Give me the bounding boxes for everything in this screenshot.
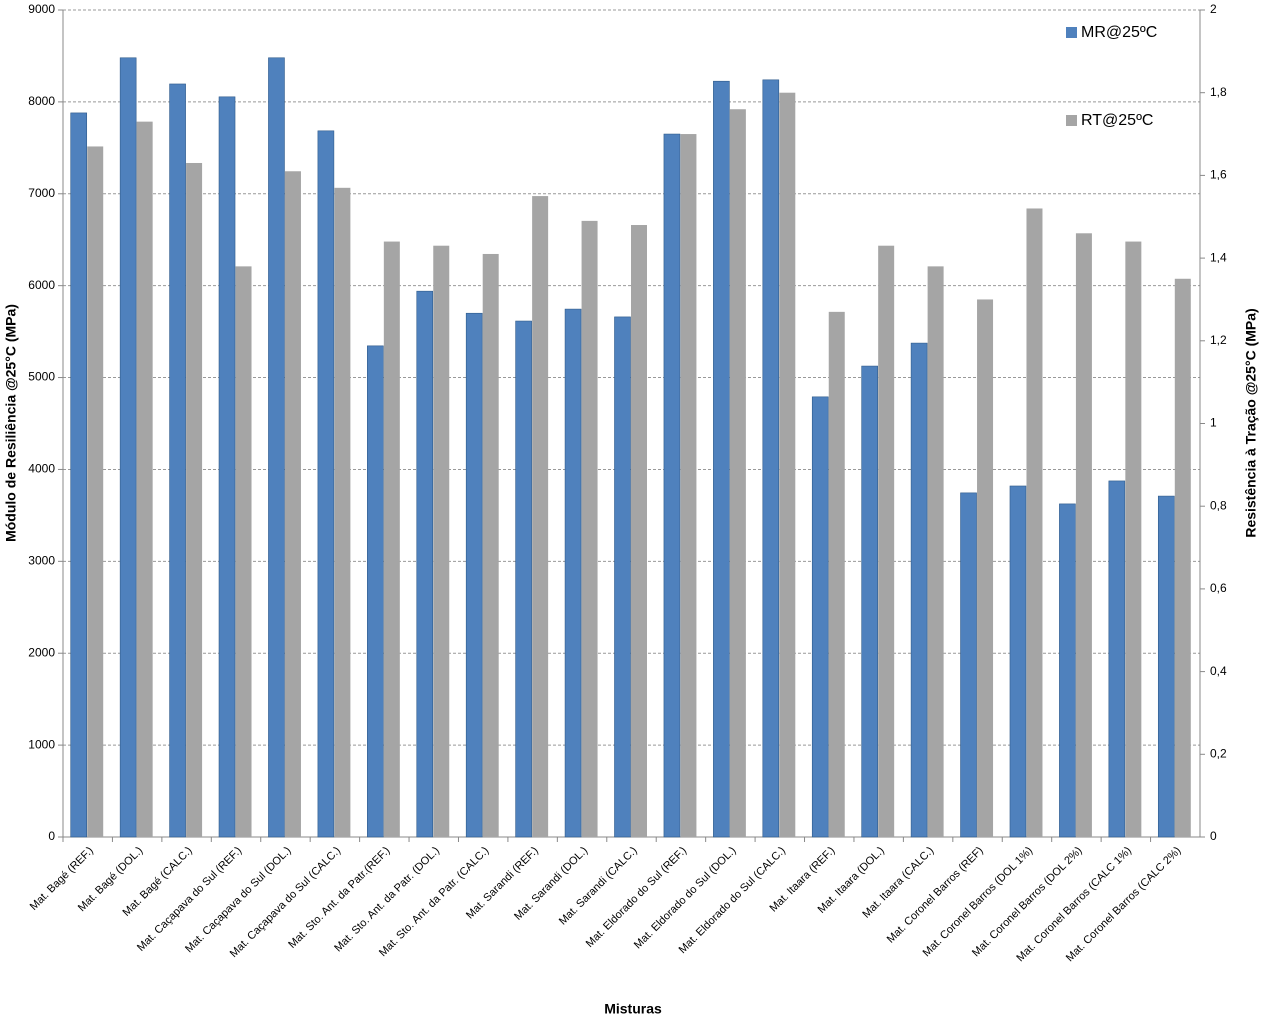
y2-tick-label: 1,6 [1210,168,1227,182]
bar [482,253,499,838]
bar [631,225,647,837]
bar [70,112,88,838]
y-tick-label: 1000 [28,737,55,751]
bar [762,79,780,838]
bar [136,121,153,837]
bar [119,57,137,838]
y-tick-label: 8000 [28,94,55,108]
y-tick-label: 7000 [28,186,55,200]
x-tick-label: Mat. Caçapava do Sul (REF.) [135,845,244,954]
y2-tick-label: 0,8 [1210,498,1227,512]
bar [779,92,796,837]
y2-tick-label: 1 [1210,416,1217,430]
bar [218,96,236,838]
bar [614,316,631,838]
bar [564,308,582,838]
y2-tick-label: 0,6 [1210,581,1227,595]
y-tick-label: 4000 [28,462,55,476]
bar [861,365,878,838]
y2-tick-label: 1,4 [1210,250,1227,264]
bar [416,290,434,838]
bar [284,171,301,837]
bar [268,57,285,838]
y2-tick-label: 0 [1210,829,1217,843]
y-tick-label: 0 [48,829,55,843]
bar [1108,480,1126,838]
y-tick-label: 3000 [28,554,55,568]
legend-label: RT@25ºC [1081,112,1153,129]
y2-tick-label: 0,4 [1210,664,1227,678]
x-tick-label: Mat. Eldorado do Sul (REF.) [584,845,689,950]
bar [729,109,746,838]
x-tick-label: Mat. Sto. Ant. da Patr.(REF.) [286,845,392,951]
bar [87,146,104,837]
legend-label: MR@25ºC [1081,24,1157,41]
bar [1009,485,1027,838]
bar [1174,278,1191,837]
x-tick-label: Mat. Eldorado do Sul (CALC.) [677,845,788,956]
bar [663,133,681,838]
bar [334,187,351,837]
bar [465,312,483,838]
y-tick-label: 2000 [28,645,55,659]
y2-tick-label: 2 [1210,2,1217,16]
bar [186,162,203,837]
y-axis-label: Módulo de Resiliência @25°C (MPa) [3,304,19,542]
x-tick-label: Mat. Coronel Barros (REF) [885,845,986,946]
bar [977,299,994,837]
bar [383,241,400,837]
y-tick-label: 5000 [28,370,55,384]
y-tick-label: 6000 [28,278,55,292]
bar [169,83,186,838]
bar [878,245,895,837]
bar [960,492,977,838]
y2-tick-label: 1,2 [1210,333,1227,347]
bar [515,320,532,838]
bar [1075,233,1092,838]
bar [433,245,450,837]
y2-axis-label: Resistência à Tração @25°C (MPa) [1243,308,1259,537]
y2-tick-label: 1,8 [1210,85,1227,99]
bar [581,220,598,837]
bar [1157,495,1175,838]
bar [1059,503,1076,838]
y2-tick-label: 0,2 [1210,746,1227,760]
bar [235,266,252,837]
x-tick-label: Mat. Caçapava do Sul (DOL.) [183,845,294,956]
legend-swatch [1066,115,1077,126]
bar [532,196,549,837]
legend-swatch [1066,27,1077,38]
bar [828,311,845,838]
bar [1026,208,1043,838]
bar [927,266,944,837]
bar [910,342,928,838]
bar [713,80,730,838]
x-axis-label: Misturas [604,1001,662,1017]
y-tick-label: 9000 [28,2,55,16]
bar [367,345,384,838]
x-tick-label: Mat. Sto. Ant. da Patr. (DOL.) [332,845,442,955]
bar [680,134,697,838]
bar [811,396,829,838]
x-tick-label: Mat. Eldorado do Sul (DOL.) [632,845,739,952]
bar [1125,241,1142,837]
bar [317,130,335,838]
